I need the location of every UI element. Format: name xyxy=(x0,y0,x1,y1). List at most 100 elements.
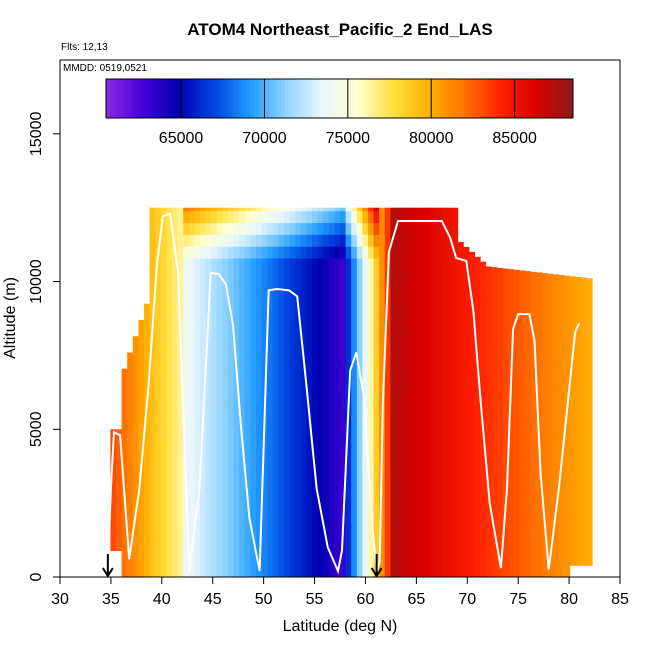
heatmap-cell xyxy=(233,399,240,413)
heatmap-cell xyxy=(586,328,593,342)
heatmap-cell xyxy=(250,565,257,577)
heatmap-cell xyxy=(575,435,582,448)
heatmap-cell xyxy=(440,352,447,365)
heatmap-cell xyxy=(440,257,447,271)
heatmap-cell xyxy=(295,470,302,483)
heatmap-cell xyxy=(547,494,554,507)
heatmap-cell xyxy=(580,352,587,365)
heatmap-cell xyxy=(435,222,442,235)
heatmap-cell xyxy=(317,529,324,543)
heatmap-cell xyxy=(480,470,487,483)
heatmap-cell xyxy=(496,317,503,330)
heatmap-cell xyxy=(429,517,436,531)
heatmap-cell xyxy=(424,293,431,306)
heatmap-cell xyxy=(334,482,341,495)
heatmap-cell xyxy=(323,506,330,519)
heatmap-cell xyxy=(289,269,296,283)
heatmap-cell xyxy=(575,328,582,342)
heatmap-cell xyxy=(272,387,279,401)
heatmap-cell xyxy=(547,317,554,330)
heatmap-cell xyxy=(272,305,279,318)
heatmap-cell xyxy=(244,207,251,212)
heatmap-cell xyxy=(261,541,268,554)
heatmap-cell xyxy=(340,470,347,483)
heatmap-cell xyxy=(401,257,408,271)
heatmap-cell xyxy=(216,529,223,543)
colorbar-segment xyxy=(351,79,356,118)
heatmap-cell xyxy=(474,458,481,472)
heatmap-cell xyxy=(317,352,324,365)
heatmap-cell xyxy=(457,281,464,294)
heatmap-cell xyxy=(362,293,369,306)
heatmap-cell xyxy=(351,423,358,436)
heatmap-cell xyxy=(306,470,313,483)
heatmap-cell xyxy=(188,207,195,212)
heatmap-cell xyxy=(552,553,559,566)
heatmap-cell xyxy=(435,210,442,224)
heatmap-cell xyxy=(228,541,235,554)
colorbar-segment xyxy=(530,79,535,118)
heatmap-cell xyxy=(502,411,509,424)
heatmap-cell xyxy=(457,305,464,318)
heatmap-cell xyxy=(424,529,431,543)
heatmap-cell xyxy=(300,387,307,401)
heatmap-cell xyxy=(256,506,263,519)
heatmap-cell xyxy=(121,376,128,389)
heatmap-cell xyxy=(368,364,375,377)
heatmap-cell xyxy=(244,529,251,543)
heatmap-cell xyxy=(356,293,363,306)
heatmap-cell xyxy=(368,317,375,330)
heatmap-cell xyxy=(407,305,414,318)
heatmap-cell xyxy=(586,482,593,495)
heatmap-cell xyxy=(457,423,464,436)
heatmap-cell xyxy=(435,506,442,519)
heatmap-cell xyxy=(508,447,515,460)
heatmap-cell xyxy=(390,411,397,424)
heatmap-cell xyxy=(267,352,274,365)
heatmap-cell xyxy=(216,423,223,436)
heatmap-cell xyxy=(166,423,173,436)
heatmap-cell xyxy=(160,340,167,354)
heatmap-cell xyxy=(379,234,386,247)
heatmap-cell xyxy=(384,506,391,519)
heatmap-cell xyxy=(233,317,240,330)
heatmap-cell xyxy=(306,541,313,554)
heatmap-cell xyxy=(278,399,285,413)
heatmap-cell xyxy=(541,352,548,365)
heatmap-cell xyxy=(508,269,515,271)
colorbar-segment xyxy=(316,79,321,118)
heatmap-cell xyxy=(334,553,341,566)
heatmap-cell xyxy=(160,399,167,413)
heatmap-cell xyxy=(524,435,531,448)
heatmap-cell xyxy=(446,553,453,566)
heatmap-cell xyxy=(183,553,190,566)
heatmap-cell xyxy=(155,565,162,577)
colorbar-segment xyxy=(249,79,255,118)
heatmap-cell xyxy=(317,482,324,495)
heatmap-cell xyxy=(289,222,296,235)
heatmap-cell xyxy=(177,210,184,224)
heatmap-cell xyxy=(194,234,201,247)
heatmap-cell xyxy=(138,470,145,483)
heatmap-cell xyxy=(144,541,151,554)
x-tick-label: 60 xyxy=(357,591,375,608)
heatmap-cell xyxy=(356,207,363,212)
arrow-head xyxy=(370,567,383,578)
heatmap-cell xyxy=(205,423,212,436)
heatmap-cell xyxy=(250,494,257,507)
heatmap-cell xyxy=(496,470,503,483)
heatmap-cell xyxy=(558,293,565,306)
heatmap-cell xyxy=(586,447,593,460)
heatmap-cell xyxy=(407,328,414,342)
heatmap-cell xyxy=(356,565,363,577)
heatmap-cell xyxy=(452,399,459,413)
heatmap-cell xyxy=(362,234,369,247)
x-tick-label: 35 xyxy=(102,591,120,608)
heatmap-cell xyxy=(485,529,492,543)
heatmap-cell xyxy=(267,269,274,283)
heatmap-cell xyxy=(244,541,251,554)
heatmap-cell xyxy=(312,423,319,436)
heatmap-cell xyxy=(211,423,218,436)
heatmap-cell xyxy=(452,293,459,306)
heatmap-cell xyxy=(239,470,246,483)
